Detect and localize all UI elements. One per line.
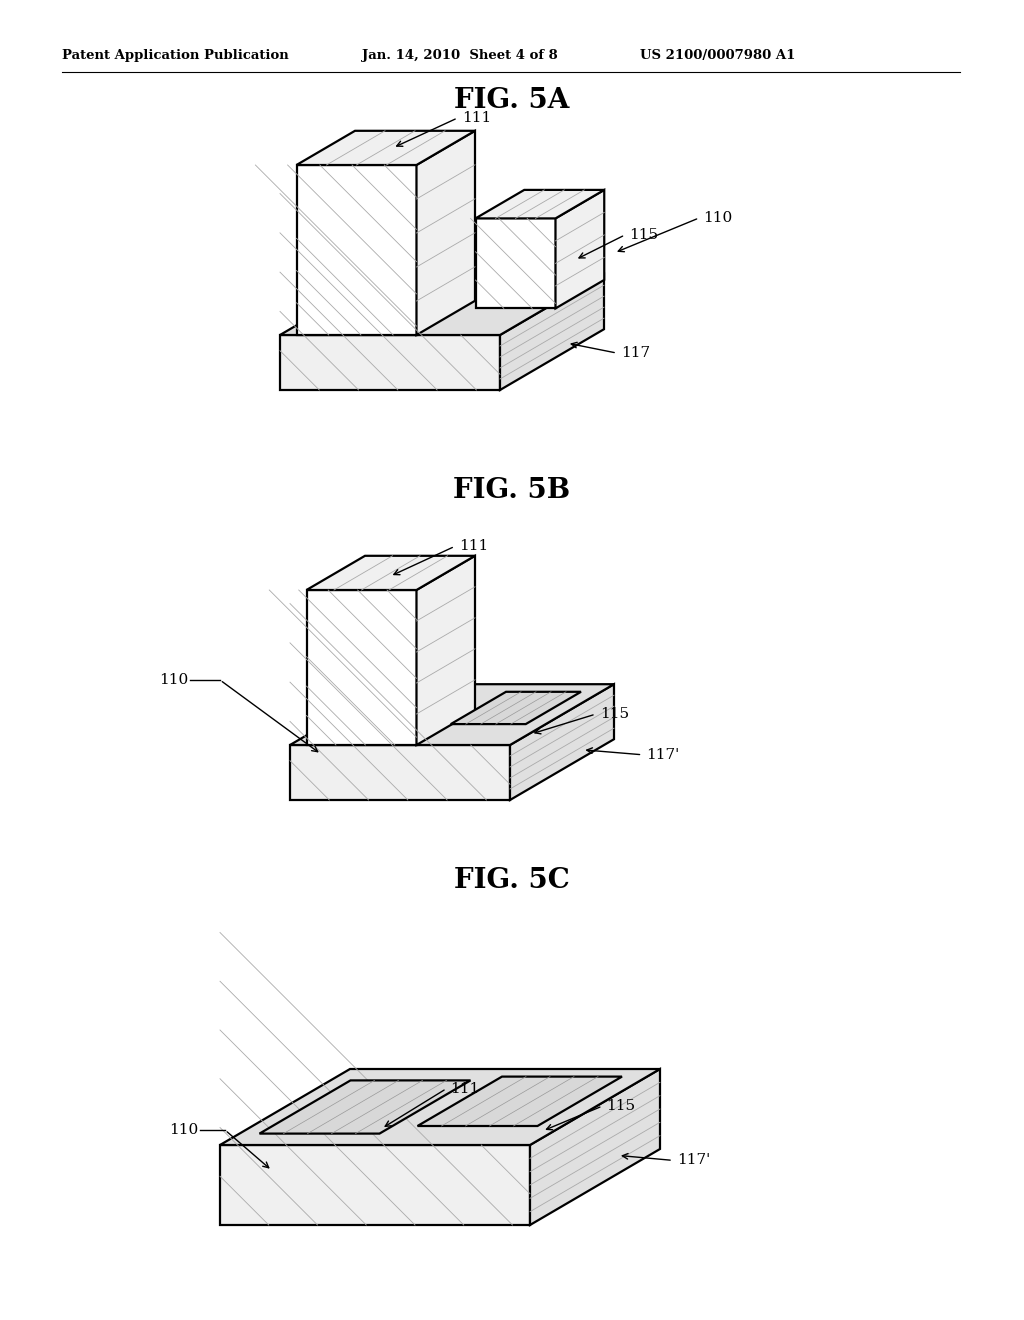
Polygon shape	[451, 692, 581, 725]
Text: 117: 117	[621, 346, 650, 360]
Polygon shape	[510, 684, 614, 800]
Text: 111: 111	[462, 111, 490, 125]
Text: 111: 111	[459, 540, 488, 553]
Polygon shape	[290, 744, 510, 800]
Text: FIG. 5C: FIG. 5C	[454, 866, 570, 894]
Polygon shape	[220, 1144, 530, 1225]
Text: 117': 117'	[677, 1154, 711, 1167]
Text: 110: 110	[703, 211, 732, 224]
Text: 117': 117'	[646, 747, 680, 762]
Polygon shape	[259, 1080, 470, 1134]
Text: US 2100/0007980 A1: US 2100/0007980 A1	[640, 49, 796, 62]
Polygon shape	[297, 165, 417, 335]
Polygon shape	[306, 556, 475, 590]
Text: FIG. 5B: FIG. 5B	[454, 477, 570, 503]
Polygon shape	[306, 590, 417, 744]
Text: Jan. 14, 2010  Sheet 4 of 8: Jan. 14, 2010 Sheet 4 of 8	[362, 49, 558, 62]
Text: 111: 111	[451, 1081, 480, 1096]
Polygon shape	[290, 684, 614, 744]
Polygon shape	[475, 190, 604, 218]
Text: 110: 110	[169, 1123, 198, 1137]
Text: FIG. 5A: FIG. 5A	[455, 87, 569, 114]
Text: 115: 115	[606, 1100, 636, 1113]
Polygon shape	[417, 556, 475, 744]
Polygon shape	[475, 218, 555, 309]
Text: 110: 110	[159, 673, 188, 686]
Text: Patent Application Publication: Patent Application Publication	[62, 49, 289, 62]
Polygon shape	[418, 1077, 622, 1126]
Polygon shape	[280, 335, 500, 389]
Text: 115: 115	[600, 708, 629, 721]
Polygon shape	[555, 190, 604, 309]
Polygon shape	[530, 1069, 660, 1225]
Polygon shape	[220, 1069, 660, 1144]
Polygon shape	[297, 131, 475, 165]
Polygon shape	[280, 275, 604, 335]
Text: 115: 115	[629, 228, 658, 242]
Polygon shape	[417, 131, 475, 335]
Polygon shape	[500, 275, 604, 389]
